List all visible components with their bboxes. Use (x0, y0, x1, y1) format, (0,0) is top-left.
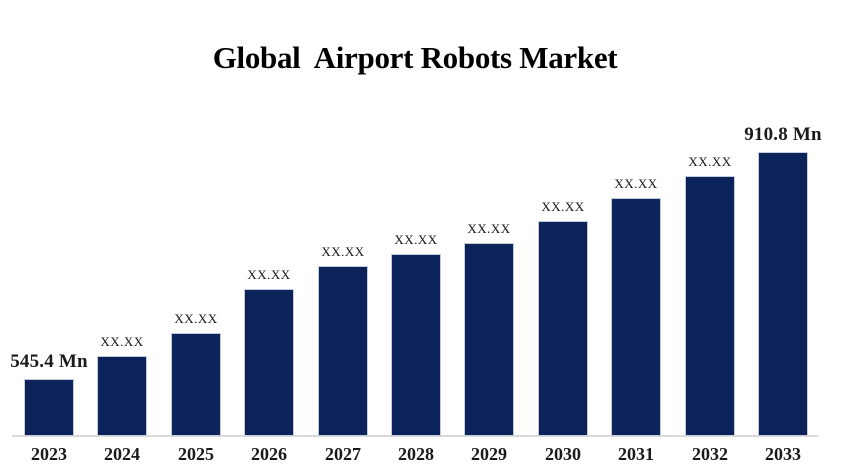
bar-2023 (24, 379, 74, 436)
x-tick-2030: 2030 (545, 444, 581, 464)
value-label-2026: XX.XX (247, 267, 291, 283)
value-label-2023: 545.4 Mn (10, 351, 88, 373)
x-tick-2032: 2032 (692, 444, 728, 464)
value-label-2027: XX.XX (321, 244, 365, 260)
value-label-2024: XX.XX (100, 334, 144, 350)
x-tick-2026: 2026 (251, 444, 287, 464)
bar-2031 (611, 198, 661, 436)
bar-2026 (244, 289, 294, 436)
x-tick-2024: 2024 (104, 444, 140, 464)
value-label-2029: XX.XX (467, 221, 511, 237)
bar-2025 (171, 333, 221, 436)
value-label-2028: XX.XX (394, 232, 438, 248)
x-tick-2028: 2028 (398, 444, 434, 464)
x-tick-2031: 2031 (618, 444, 654, 464)
bar-2027 (318, 266, 368, 436)
value-label-2032: XX.XX (688, 154, 732, 170)
bar-2030 (538, 221, 588, 436)
x-tick-2033: 2033 (765, 444, 801, 464)
value-label-2033: 910.8 Mn (744, 124, 822, 146)
value-label-2030: XX.XX (541, 199, 585, 215)
x-tick-2027: 2027 (325, 444, 361, 464)
bar-2028 (391, 254, 441, 436)
value-label-2025: XX.XX (174, 311, 218, 327)
x-tick-2023: 2023 (31, 444, 67, 464)
bar-2029 (464, 243, 514, 436)
chart-title: Global Airport Robots Market (212, 40, 618, 75)
bar-2033 (758, 152, 808, 436)
x-tick-2029: 2029 (471, 444, 507, 464)
value-label-2031: XX.XX (614, 176, 658, 192)
bar-2024 (97, 356, 147, 436)
x-axis-line (12, 435, 818, 437)
bar-2032 (685, 176, 735, 436)
x-tick-2025: 2025 (178, 444, 214, 464)
